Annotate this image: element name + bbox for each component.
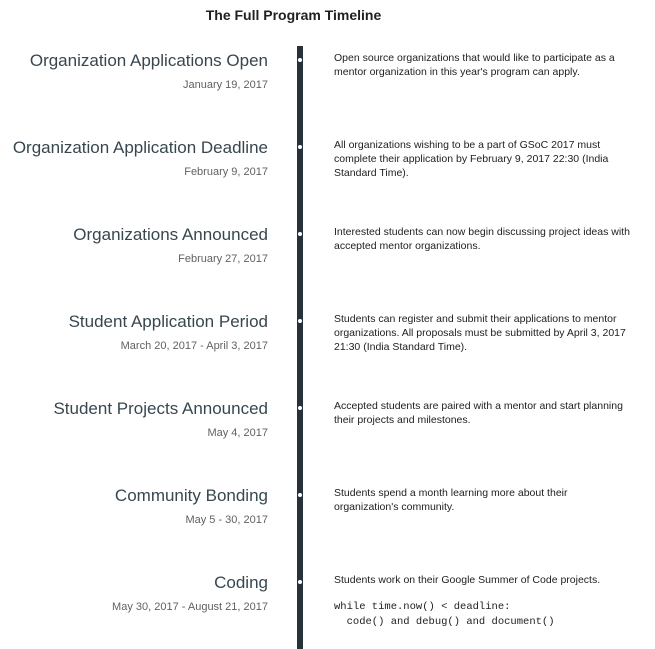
timeline-event: Organization Application Deadline Februa…: [0, 138, 655, 225]
event-description: Students work on their Google Summer of …: [334, 574, 601, 586]
page-title: The Full Program Timeline: [205, 7, 382, 23]
event-date: February 9, 2017: [184, 166, 268, 178]
event-description: Open source organizations that would lik…: [334, 52, 615, 78]
event-date: May 4, 2017: [207, 427, 268, 439]
timeline-line: [297, 46, 303, 649]
event-description: All organizations wishing to be a part o…: [334, 139, 609, 179]
event-title: Organizations Announced: [73, 225, 268, 244]
event-date: May 5 - 30, 2017: [185, 514, 268, 526]
timeline-dot-icon: [298, 580, 302, 584]
event-title: Community Bonding: [114, 486, 268, 505]
timeline-event: Coding May 30, 2017 - August 21, 2017 St…: [0, 573, 655, 649]
timeline-event: Organization Applications Open January 1…: [0, 51, 655, 138]
event-date: March 20, 2017 - April 3, 2017: [120, 340, 268, 352]
timeline-dot-icon: [298, 232, 302, 236]
event-date: February 27, 2017: [178, 253, 268, 265]
event-description: Interested students can now begin discus…: [334, 226, 630, 252]
event-title: Organization Application Deadline: [12, 138, 268, 157]
event-title: Student Projects Announced: [53, 399, 268, 418]
timeline-event: Student Projects Announced May 4, 2017 A…: [0, 399, 655, 486]
event-date: May 30, 2017 - August 21, 2017: [112, 601, 268, 613]
event-title: Coding: [214, 573, 268, 592]
code-snippet: while time.now() < deadline: code() and …: [334, 601, 555, 628]
timeline-dot-icon: [298, 406, 302, 410]
event-description: Accepted students are paired with a ment…: [334, 400, 623, 426]
event-title: Student Application Period: [68, 312, 268, 331]
event-date: January 19, 2017: [182, 79, 268, 91]
event-description: Students spend a month learning more abo…: [334, 487, 568, 513]
event-title: Organization Applications Open: [29, 51, 268, 70]
timeline-dot-icon: [298, 319, 302, 323]
timeline-event: Community Bonding May 5 - 30, 2017 Stude…: [0, 486, 655, 573]
timeline-dot-icon: [298, 145, 302, 149]
event-description: Students can register and submit their a…: [334, 313, 626, 353]
timeline-dot-icon: [298, 493, 302, 497]
timeline-dot-icon: [298, 58, 302, 62]
timeline-event: Student Application Period March 20, 201…: [0, 312, 655, 399]
timeline-event: Organizations Announced February 27, 201…: [0, 225, 655, 312]
